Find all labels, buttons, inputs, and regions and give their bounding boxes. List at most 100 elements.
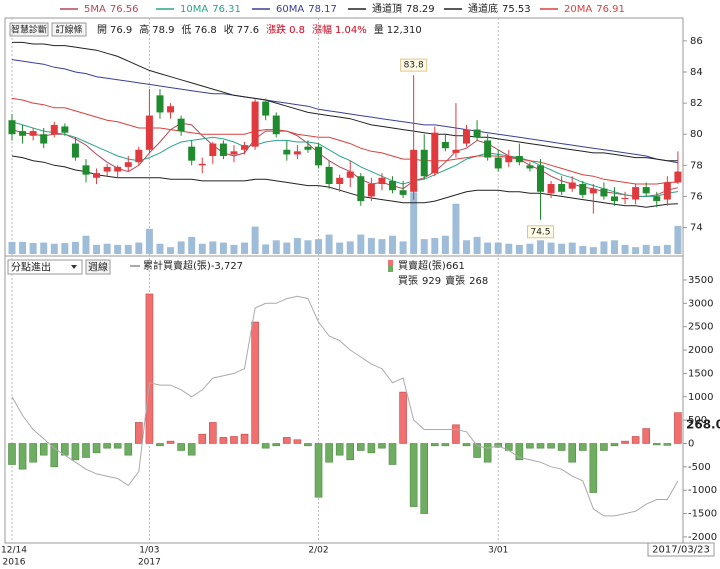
legend-entry: 10MA 76.31: [180, 4, 241, 15]
diagnose-button[interactable]: [9, 22, 49, 37]
candle-body: [653, 196, 661, 202]
volume-bar: [251, 226, 259, 254]
legend-value: 76.31: [212, 4, 241, 15]
ma-line: [11, 155, 678, 208]
flow-bar: [409, 443, 418, 507]
weekly-label[interactable]: 週線: [88, 261, 108, 274]
quote-label: 漲幅: [312, 23, 332, 36]
volume-bar: [357, 234, 365, 254]
date-label: 2017/03/23: [652, 545, 710, 556]
candle-body: [484, 140, 492, 158]
quote-value: 76.8: [195, 25, 217, 36]
quote: 開 76.9 高 78.9 低 76.8 收 77.6 漲跌 0.8 漲幅 1.04% 量 12,310: [97, 23, 422, 36]
volume-bar: [61, 243, 69, 254]
candle-body: [336, 177, 344, 184]
flow-bar: [462, 443, 471, 447]
buy-value: 929: [422, 276, 441, 287]
flow-bar: [156, 443, 164, 447]
branch-label[interactable]: 分點進出: [11, 261, 51, 274]
candle-body: [410, 149, 418, 192]
candle-body: [93, 173, 101, 178]
legend-entry: 買賣超(張)661: [398, 259, 465, 272]
x-year-label: 2017: [138, 558, 161, 568]
volume-bar: [378, 239, 386, 254]
branch-select[interactable]: [7, 259, 83, 275]
candle-body: [71, 143, 79, 158]
current-value: 268.0: [686, 417, 720, 431]
weekly-button[interactable]: [85, 259, 111, 275]
lines-label[interactable]: 訂線條: [55, 24, 82, 36]
flow-bar: [187, 443, 196, 456]
volume-bar: [473, 236, 481, 254]
candle-body: [40, 134, 48, 144]
volume-bar: [621, 244, 629, 254]
date-box: [647, 542, 715, 557]
y-tick-label: -2000: [688, 532, 717, 543]
candle-body: [420, 149, 428, 177]
legend-name: 10MA: [180, 4, 208, 15]
candle-body: [663, 182, 671, 200]
candle-body: [463, 129, 471, 144]
y-tick-label: 1500: [688, 368, 713, 379]
volume-bar: [526, 243, 534, 254]
quote-label: 量: [374, 24, 384, 36]
volume-bar: [8, 241, 16, 254]
ma-line: [11, 121, 678, 197]
candle-body: [558, 184, 566, 192]
candle-body: [103, 166, 111, 172]
candle-body: [357, 176, 365, 202]
flow-bar: [642, 428, 651, 444]
volume-bar: [420, 239, 428, 254]
y-tick-label: 3500: [688, 275, 713, 286]
lines-button[interactable]: [51, 22, 87, 37]
y-tick-label: 0: [688, 438, 694, 449]
annotation: 74.5: [530, 227, 550, 237]
candle-body: [241, 145, 249, 150]
flow-bar: [452, 424, 460, 444]
annotation-box: [400, 58, 428, 72]
y-tick-label: 84: [690, 67, 703, 78]
flow-bar: [145, 293, 154, 444]
candle-body: [272, 115, 280, 135]
flow-bar: [557, 443, 566, 451]
y-tick-label: 82: [690, 98, 703, 109]
candle-body: [188, 146, 196, 161]
candle-body: [505, 156, 513, 163]
y-tick-label: 86: [690, 36, 703, 47]
ma-line: [11, 59, 678, 164]
volume-bar: [188, 236, 196, 254]
candle-body: [441, 142, 449, 149]
volume-bar: [230, 244, 238, 254]
volume-bar: [145, 228, 153, 254]
volume-bar: [114, 244, 122, 254]
legend-swatch: [388, 260, 393, 266]
flow-bar: [261, 443, 270, 449]
volume-bar: [537, 240, 544, 254]
candle-body: [304, 146, 312, 150]
volume-bar: [93, 244, 101, 254]
quote-label: 收: [224, 23, 234, 36]
ma-line: [11, 122, 679, 197]
candle-body: [262, 101, 270, 116]
candle-body: [642, 187, 650, 194]
candle-body: [547, 184, 555, 194]
volume-bar: [241, 242, 249, 254]
candle-body: [315, 146, 323, 166]
legend-name: 20MA: [564, 4, 592, 15]
candle-body: [515, 156, 523, 163]
flow-bar: [420, 443, 429, 514]
volume-bar: [124, 244, 132, 254]
legend-entry: 5MA 76.56: [84, 4, 138, 15]
legend-name: 買賣超(張): [398, 259, 446, 272]
flow-bar: [483, 443, 492, 463]
volume-bar: [19, 241, 27, 254]
diagnose-label[interactable]: 智慧診斷: [11, 24, 47, 36]
volume-bar: [600, 241, 608, 254]
volume-bar: [367, 238, 375, 254]
flow-bar: [82, 443, 90, 458]
legend-entry: 20MA 76.91: [564, 4, 625, 15]
volume-bar: [558, 243, 566, 254]
flow-bar: [674, 412, 682, 444]
